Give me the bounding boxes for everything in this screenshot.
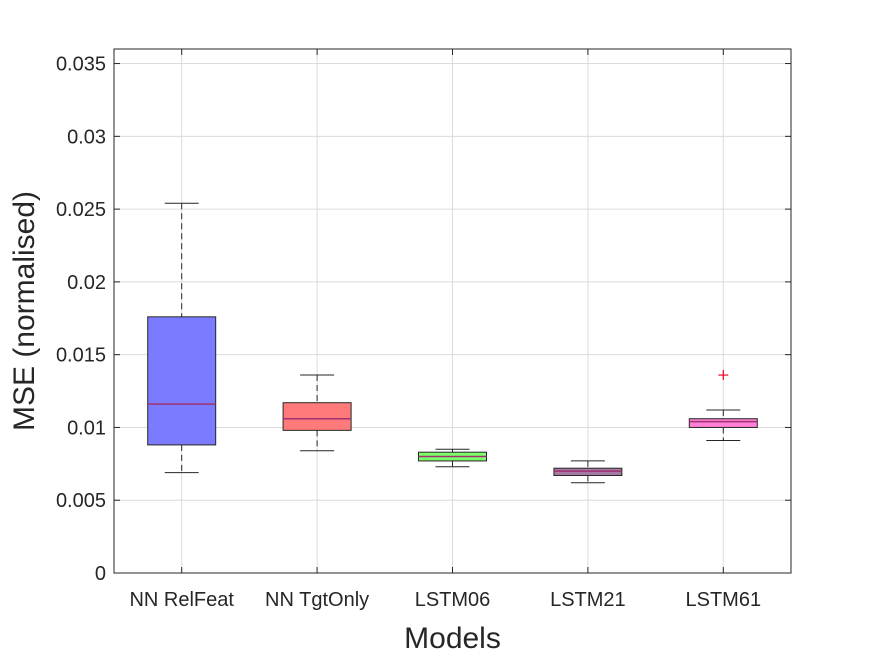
x-tick-label: LSTM06 [415, 589, 491, 611]
x-tick-label: LSTM21 [550, 589, 626, 611]
x-tick-label: NN TgtOnly [265, 589, 369, 611]
x-axis-label: Models [404, 622, 501, 655]
box-iqr [147, 316, 217, 446]
y-axis-label: MSE (normalised) [8, 191, 41, 431]
grid [114, 49, 791, 573]
box-lstm61 [688, 370, 758, 442]
y-tick-label: 0 [95, 563, 106, 585]
y-axis-ticks: 0 0.005 0.01 0.015 0.02 0.025 0.03 0.035 [56, 54, 791, 585]
y-tick-label: 0.03 [67, 126, 106, 148]
box-nn-tgtonly [282, 374, 352, 452]
y-tick-label: 0.02 [67, 272, 106, 294]
box-lstm21 [553, 460, 623, 484]
x-axis-ticks: NN RelFeat NN TgtOnly LSTM06 LSTM21 LSTM61 [129, 49, 761, 611]
box-iqr [688, 418, 758, 428]
x-tick-label: LSTM61 [686, 589, 762, 611]
y-tick-label: 0.035 [56, 54, 106, 76]
box-lstm06 [418, 448, 487, 468]
outlier-marker [718, 370, 729, 381]
x-tick-label: NN RelFeat [129, 589, 234, 611]
box-nn-relfeat [147, 202, 217, 474]
box-iqr [282, 402, 352, 431]
y-tick-label: 0.015 [56, 345, 106, 367]
y-tick-label: 0.025 [56, 199, 106, 221]
y-tick-label: 0.005 [56, 490, 106, 512]
boxes [147, 202, 758, 484]
y-tick-label: 0.01 [67, 417, 106, 439]
